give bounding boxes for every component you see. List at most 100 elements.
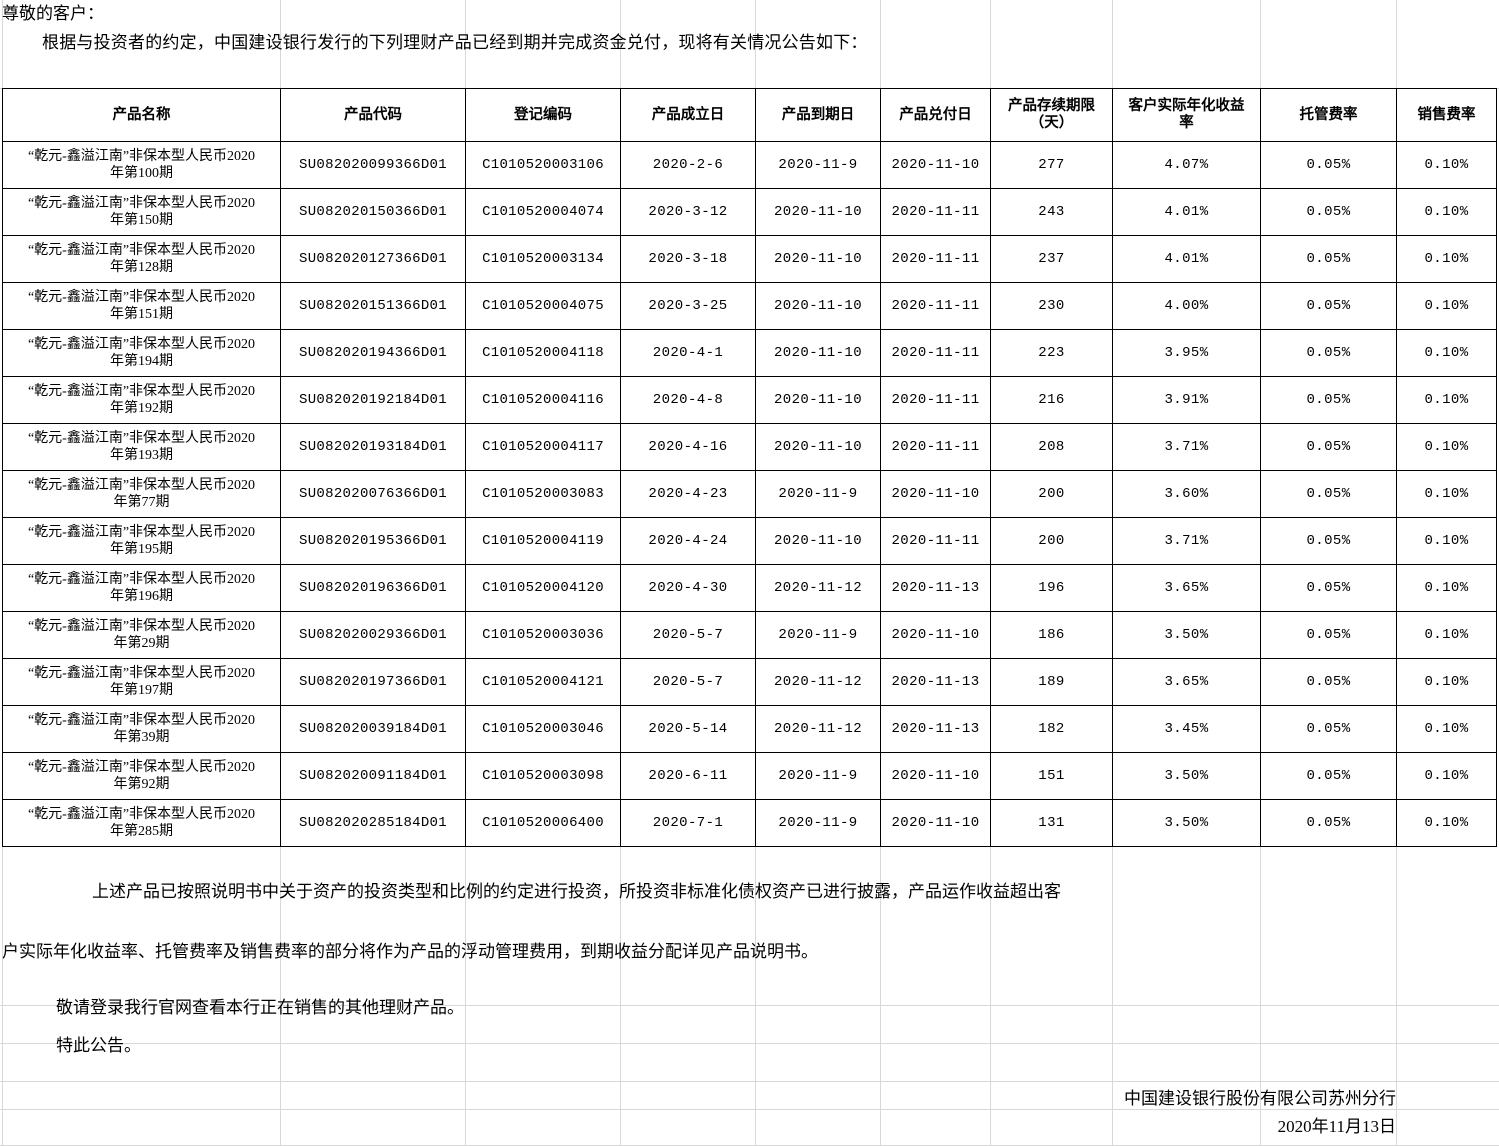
col-header-duration-days: 产品存续期限 （天） bbox=[990, 88, 1113, 142]
product-name-line2: 年第151期 bbox=[110, 307, 173, 322]
cell-registration-code: C1010520004119 bbox=[465, 517, 621, 565]
col-header-duration-line2: （天） bbox=[1029, 115, 1074, 131]
cell-product-name: “乾元-鑫溢江南”非保本型人民币2020 年第92期 bbox=[2, 752, 281, 800]
cell-product-name: “乾元-鑫溢江南”非保本型人民币2020 年第193期 bbox=[2, 423, 281, 471]
cell-product-code: SU082020192184D01 bbox=[280, 376, 466, 424]
cell-product-code: SU082020150366D01 bbox=[280, 188, 466, 236]
table-row: “乾元-鑫溢江南”非保本型人民币2020 年第100期 SU082020099366… bbox=[2, 141, 1497, 189]
cell-sales-fee: 0.10% bbox=[1396, 235, 1497, 283]
product-name-line1: “乾元-鑫溢江南”非保本型人民币2020 bbox=[27, 666, 256, 681]
cell-product-name: “乾元-鑫溢江南”非保本型人民币2020 年第100期 bbox=[2, 141, 281, 189]
cell-actual-yield: 3.65% bbox=[1112, 658, 1261, 706]
col-header-start-date: 产品成立日 bbox=[620, 88, 756, 142]
cell-product-code: SU082020099366D01 bbox=[280, 141, 466, 189]
cell-actual-yield: 3.65% bbox=[1112, 564, 1261, 612]
cell-custody-fee: 0.05% bbox=[1260, 658, 1397, 706]
cell-maturity-date: 2020-11-12 bbox=[755, 564, 881, 612]
matured-products-table: 产品名称 产品代码 登记编码 产品成立日 产品到期日 产品兑付日 产品存续期限 … bbox=[2, 88, 1497, 847]
col-header-actual-yield: 客户实际年化收益 率 bbox=[1112, 88, 1261, 142]
table-row: “乾元-鑫溢江南”非保本型人民币2020 年第195期 SU082020195366… bbox=[2, 517, 1497, 565]
cell-product-code: SU082020194366D01 bbox=[280, 329, 466, 377]
cell-actual-yield: 3.50% bbox=[1112, 611, 1261, 659]
cell-product-name: “乾元-鑫溢江南”非保本型人民币2020 年第196期 bbox=[2, 564, 281, 612]
product-name-line1: “乾元-鑫溢江南”非保本型人民币2020 bbox=[27, 290, 256, 305]
cell-duration-days: 189 bbox=[990, 658, 1113, 706]
table-row: “乾元-鑫溢江南”非保本型人民币2020 年第285期 SU082020285184… bbox=[2, 799, 1497, 847]
closing-paragraph-line-2: 户实际年化收益率、托管费率及销售费率的部分将作为产品的浮动管理费用，到期收益分配… bbox=[2, 942, 818, 961]
cell-registration-code: C1010520004116 bbox=[465, 376, 621, 424]
cell-product-code: SU082020197366D01 bbox=[280, 658, 466, 706]
cell-sales-fee: 0.10% bbox=[1396, 141, 1497, 189]
col-header-custody-fee: 托管费率 bbox=[1260, 88, 1397, 142]
product-name-line1: “乾元-鑫溢江南”非保本型人民币2020 bbox=[27, 384, 256, 399]
cell-registration-code: C1010520003098 bbox=[465, 752, 621, 800]
cell-product-code: SU082020285184D01 bbox=[280, 799, 466, 847]
product-name-line2: 年第77期 bbox=[113, 495, 170, 510]
closing-paragraph-line-1: 上述产品已按照说明书中关于资产的投资类型和比例的约定进行投资，所投资非标准化债权… bbox=[92, 882, 1061, 901]
col-header-yield-line2: 率 bbox=[1179, 115, 1194, 131]
cell-maturity-date: 2020-11-10 bbox=[755, 423, 881, 471]
cell-maturity-date: 2020-11-9 bbox=[755, 752, 881, 800]
cell-product-name: “乾元-鑫溢江南”非保本型人民币2020 年第128期 bbox=[2, 235, 281, 283]
cell-payment-date: 2020-11-11 bbox=[880, 517, 991, 565]
cell-maturity-date: 2020-11-10 bbox=[755, 235, 881, 283]
cell-custody-fee: 0.05% bbox=[1260, 517, 1397, 565]
cell-start-date: 2020-6-11 bbox=[620, 752, 756, 800]
cell-product-code: SU082020151366D01 bbox=[280, 282, 466, 330]
cell-custody-fee: 0.05% bbox=[1260, 799, 1397, 847]
cell-maturity-date: 2020-11-10 bbox=[755, 329, 881, 377]
cell-product-code: SU082020039184D01 bbox=[280, 705, 466, 753]
cell-start-date: 2020-2-6 bbox=[620, 141, 756, 189]
cell-payment-date: 2020-11-13 bbox=[880, 564, 991, 612]
cell-maturity-date: 2020-11-12 bbox=[755, 705, 881, 753]
cell-product-code: SU082020196366D01 bbox=[280, 564, 466, 612]
cell-custody-fee: 0.05% bbox=[1260, 235, 1397, 283]
product-name-line1: “乾元-鑫溢江南”非保本型人民币2020 bbox=[27, 525, 256, 540]
cell-sales-fee: 0.10% bbox=[1396, 564, 1497, 612]
cell-start-date: 2020-5-14 bbox=[620, 705, 756, 753]
cell-duration-days: 200 bbox=[990, 470, 1113, 518]
intro-paragraph: 根据与投资者的约定，中国建设银行发行的下列理财产品已经到期并完成资金兑付，现将有… bbox=[42, 33, 868, 52]
table-row: “乾元-鑫溢江南”非保本型人民币2020 年第29期 SU082020029366D… bbox=[2, 611, 1497, 659]
cell-product-name: “乾元-鑫溢江南”非保本型人民币2020 年第192期 bbox=[2, 376, 281, 424]
col-header-payment-date: 产品兑付日 bbox=[880, 88, 991, 142]
cell-payment-date: 2020-11-11 bbox=[880, 376, 991, 424]
cell-registration-code: C1010520004121 bbox=[465, 658, 621, 706]
cell-duration-days: 196 bbox=[990, 564, 1113, 612]
cell-product-name: “乾元-鑫溢江南”非保本型人民币2020 年第29期 bbox=[2, 611, 281, 659]
product-name-line2: 年第193期 bbox=[110, 448, 173, 463]
cell-product-name: “乾元-鑫溢江南”非保本型人民币2020 年第151期 bbox=[2, 282, 281, 330]
cell-start-date: 2020-3-12 bbox=[620, 188, 756, 236]
cell-sales-fee: 0.10% bbox=[1396, 799, 1497, 847]
cell-product-code: SU082020127366D01 bbox=[280, 235, 466, 283]
table-row: “乾元-鑫溢江南”非保本型人民币2020 年第196期 SU082020196366… bbox=[2, 564, 1497, 612]
cell-sales-fee: 0.10% bbox=[1396, 188, 1497, 236]
col-header-yield-line1: 客户实际年化收益 bbox=[1128, 98, 1245, 114]
cell-sales-fee: 0.10% bbox=[1396, 282, 1497, 330]
cell-actual-yield: 3.45% bbox=[1112, 705, 1261, 753]
cell-payment-date: 2020-11-10 bbox=[880, 470, 991, 518]
website-notice-line: 敬请登录我行官网查看本行正在销售的其他理财产品。 bbox=[56, 998, 464, 1017]
signature-organization: 中国建设银行股份有限公司苏州分行 bbox=[1124, 1089, 1396, 1108]
cell-duration-days: 182 bbox=[990, 705, 1113, 753]
product-name-line1: “乾元-鑫溢江南”非保本型人民币2020 bbox=[27, 149, 256, 164]
cell-actual-yield: 3.50% bbox=[1112, 799, 1261, 847]
col-header-registration-code: 登记编码 bbox=[465, 88, 621, 142]
cell-duration-days: 216 bbox=[990, 376, 1113, 424]
cell-maturity-date: 2020-11-10 bbox=[755, 517, 881, 565]
cell-registration-code: C1010520004074 bbox=[465, 188, 621, 236]
cell-custody-fee: 0.05% bbox=[1260, 423, 1397, 471]
cell-maturity-date: 2020-11-9 bbox=[755, 141, 881, 189]
cell-maturity-date: 2020-11-9 bbox=[755, 470, 881, 518]
product-name-line2: 年第192期 bbox=[110, 401, 173, 416]
cell-sales-fee: 0.10% bbox=[1396, 752, 1497, 800]
cell-custody-fee: 0.05% bbox=[1260, 470, 1397, 518]
cell-maturity-date: 2020-11-10 bbox=[755, 282, 881, 330]
table-row: “乾元-鑫溢江南”非保本型人民币2020 年第151期 SU082020151366… bbox=[2, 282, 1497, 330]
cell-duration-days: 131 bbox=[990, 799, 1113, 847]
cell-duration-days: 208 bbox=[990, 423, 1113, 471]
cell-actual-yield: 3.91% bbox=[1112, 376, 1261, 424]
cell-maturity-date: 2020-11-10 bbox=[755, 188, 881, 236]
cell-product-code: SU082020076366D01 bbox=[280, 470, 466, 518]
cell-payment-date: 2020-11-13 bbox=[880, 658, 991, 706]
